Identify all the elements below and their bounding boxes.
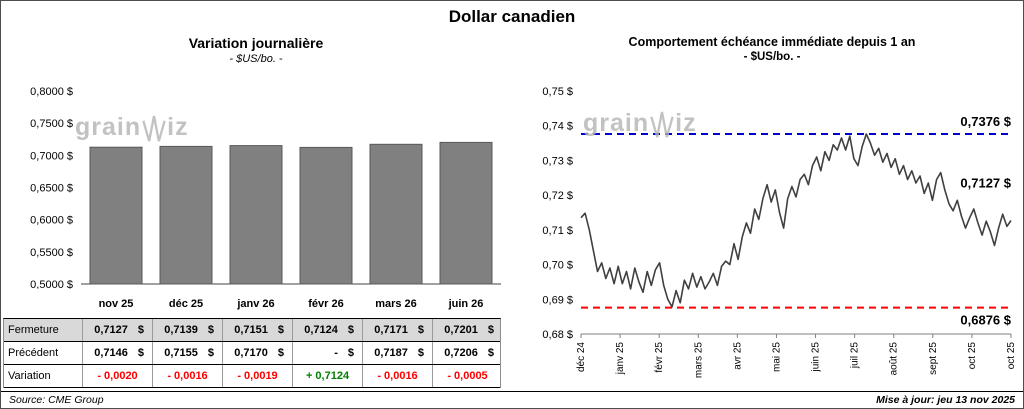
row-label: Fermeture [8,324,59,336]
table-cell: - 0,0020 [82,365,152,387]
support-label: 0,6876 $ [960,313,1011,328]
bar [439,141,493,285]
bar-categories: nov 25 déc 25 janv 26 févr 26 mars 26 juin 26 [3,294,509,314]
table-cell: - $ [292,342,362,364]
table-cell: - 0,0019 [222,365,292,387]
svg-text:déc 24: déc 24 [576,342,587,372]
svg-text:mai 25: mai 25 [771,342,782,372]
table-cell: 0,7124 $ [292,319,362,341]
last-price-label: 0,7127 $ [960,175,1011,190]
svg-text:0,70 $: 0,70 $ [542,260,573,272]
table-cell: 0,7127 $ [82,319,152,341]
svg-text:0,5000 $: 0,5000 $ [30,279,73,289]
bar-chart-title: Variation journalière [188,35,324,51]
svg-text:févr 25: févr 25 [654,342,665,373]
price-series [580,133,1012,308]
category-label: mars 26 [375,298,417,310]
line-chart-area: 0,68 $ 0,69 $ 0,70 $ 0,71 $ 0,72 $ 0,73 $ 0,74… [521,67,1023,394]
svg-text:0,69 $: 0,69 $ [542,294,573,306]
line-chart-svg: 0,68 $ 0,69 $ 0,70 $ 0,71 $ 0,72 $ 0,73 $ 0,74… [542,86,1017,379]
table-row: Variation - 0,0020- 0,0016- 0,0019 + 0,712… [4,365,500,388]
table-cell: - 0,0016 [362,365,432,387]
category-label: nov 25 [98,298,134,310]
table-cell: - 0,0016 [152,365,222,387]
svg-text:0,72 $: 0,72 $ [542,190,573,202]
category-label: juin 26 [448,298,484,310]
svg-text:oct 25: oct 25 [967,342,978,370]
svg-text:janv 25: janv 25 [615,342,626,376]
footer: Source: CME Group Mise à jour: jeu 13 no… [1,391,1023,408]
table-cell: - 0,0005 [432,365,502,387]
bar [229,145,283,285]
bar-chart-area: 0,5000 $ 0,5500 $ 0,6000 $ 0,6500 $ 0,7000 $… [3,67,509,294]
price-table: Fermeture 0,7127 $0,7139 $0,7151 $0,7124 $0,7… [3,318,501,388]
svg-text:oct 25: oct 25 [1006,342,1017,370]
svg-text:0,5500 $: 0,5500 $ [30,247,73,259]
svg-text:0,74 $: 0,74 $ [542,121,573,133]
table-cell: 0,7171 $ [362,319,432,341]
resistance-label: 0,7376 $ [960,114,1011,129]
table-cell: 0,7146 $ [82,342,152,364]
svg-text:0,8000 $: 0,8000 $ [30,86,73,98]
table-cell: 0,7187 $ [362,342,432,364]
svg-text:juil 25: juil 25 [850,342,861,370]
svg-text:0,68 $: 0,68 $ [542,329,573,341]
svg-text:avr 25: avr 25 [732,342,743,370]
bar [299,146,353,285]
category-label: déc 25 [168,298,204,310]
table-cell: 0,7206 $ [432,342,502,364]
bar [159,145,213,285]
row-label: Précédent [8,347,59,359]
page-title: Dollar canadien [448,7,576,26]
row-label: Variation [8,370,51,382]
one-year-panel: Comportement échéance immédiate depuis 1… [521,35,1023,394]
table-cell: 0,7170 $ [222,342,292,364]
bar-chart-svg: 0,5000 $ 0,5500 $ 0,6000 $ 0,6500 $ 0,7000 $… [30,86,501,291]
svg-text:0,6500 $: 0,6500 $ [30,183,73,195]
svg-text:0,75 $: 0,75 $ [542,86,573,98]
svg-text:juin 25: juin 25 [811,342,822,373]
line-chart-title: Comportement échéance immédiate depuis 1… [628,35,916,49]
svg-text:0,71 $: 0,71 $ [542,225,573,237]
table-cell: 0,7155 $ [152,342,222,364]
svg-text:mars 25: mars 25 [693,342,704,379]
svg-text:0,6000 $: 0,6000 $ [30,215,73,227]
svg-text:0,7500 $: 0,7500 $ [30,118,73,130]
table-row: Précédent 0,7146 $0,7155 $0,7170 $ - $0,7187 $0… [4,342,500,365]
table-cell: 0,7201 $ [432,319,502,341]
table-cell: + 0,7124 [292,365,362,387]
table-cell: 0,7139 $ [152,319,222,341]
svg-text:0,73 $: 0,73 $ [542,155,573,167]
daily-variation-panel: Variation journalière - $US/bo. - 0,5000… [3,35,509,388]
svg-text:0,7000 $: 0,7000 $ [30,150,73,162]
source-note: Source: CME Group [9,394,104,406]
table-row: Fermeture 0,7127 $0,7139 $0,7151 $0,7124 $0,7… [4,319,500,342]
update-date: Mise à jour: jeu 13 nov 2025 [876,394,1015,406]
category-label: janv 26 [237,298,275,310]
line-chart-subtitle: - $US/bo. - [743,51,801,63]
bar [369,143,423,285]
svg-text:août 25: août 25 [889,342,900,376]
svg-text:sept 25: sept 25 [928,342,939,375]
table-cell: 0,7151 $ [222,319,292,341]
bar [89,146,143,285]
category-label: févr 26 [308,298,344,310]
bar-chart-subtitle: - $US/bo. - [229,53,283,65]
